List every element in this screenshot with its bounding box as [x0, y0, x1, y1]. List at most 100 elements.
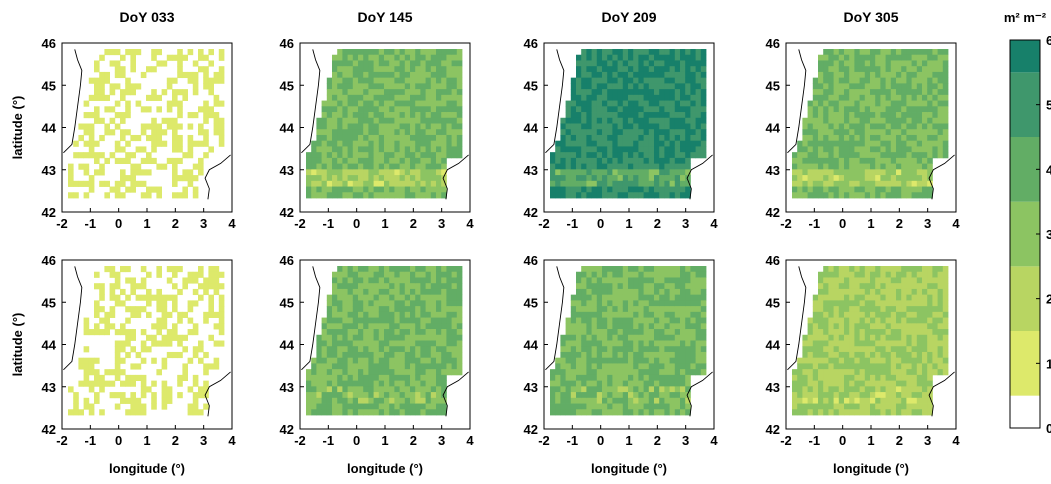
raster-cell [896, 375, 902, 381]
raster-cell [802, 398, 808, 404]
raster-cell [638, 187, 644, 193]
raster-cell [374, 169, 380, 175]
raster-cell [818, 89, 824, 95]
raster-cell [353, 72, 359, 78]
raster-cell [690, 124, 696, 130]
raster-cell [917, 306, 923, 312]
raster-cell [870, 409, 876, 415]
raster-cell [886, 89, 892, 95]
raster-cell [368, 89, 374, 95]
raster-cell [828, 363, 834, 369]
raster-cell [880, 141, 886, 147]
raster-cell [917, 352, 923, 358]
raster-cell [638, 129, 644, 135]
raster-cell [680, 318, 686, 324]
raster-cell [94, 141, 100, 147]
raster-cell [586, 409, 592, 415]
raster-cell [379, 392, 385, 398]
raster-cell [368, 141, 374, 147]
raster-cell [906, 164, 912, 170]
raster-cell [332, 164, 338, 170]
raster-cell [363, 335, 369, 341]
raster-cell [363, 158, 369, 164]
raster-cell [592, 369, 598, 375]
raster-cell [701, 95, 707, 101]
raster-cell [141, 306, 147, 312]
raster-cell [638, 158, 644, 164]
raster-cell [602, 404, 608, 410]
raster-cell [659, 363, 665, 369]
raster-cell [436, 89, 442, 95]
raster-cell [649, 312, 655, 318]
raster-cell [927, 49, 933, 55]
raster-cell [849, 124, 855, 130]
raster-cell [389, 89, 395, 95]
raster-cell [436, 118, 442, 124]
raster-cell [431, 375, 437, 381]
raster-cell [104, 124, 110, 130]
raster-cell [664, 78, 670, 84]
raster-cell [917, 60, 923, 66]
raster-cell [875, 335, 881, 341]
raster-cell [332, 404, 338, 410]
raster-cell [818, 375, 824, 381]
raster-cell [597, 55, 603, 61]
raster-cell [394, 152, 400, 158]
raster-cell [441, 164, 447, 170]
raster-cell [316, 181, 322, 187]
raster-cell [834, 118, 840, 124]
raster-cell [860, 295, 866, 301]
raster-cell [188, 386, 194, 392]
raster-cell [379, 306, 385, 312]
raster-cell [891, 164, 897, 170]
raster-cell [844, 306, 850, 312]
raster-cell [167, 392, 173, 398]
raster-cell [917, 266, 923, 272]
raster-cell [659, 187, 665, 193]
raster-cell [389, 283, 395, 289]
raster-cell [177, 158, 183, 164]
raster-cell [363, 363, 369, 369]
raster-cell [696, 300, 702, 306]
raster-cell [452, 106, 458, 112]
raster-cell [690, 358, 696, 364]
raster-cell [628, 187, 634, 193]
raster-cell [917, 118, 923, 124]
raster-cell [865, 272, 871, 278]
raster-cell [680, 181, 686, 187]
raster-cell [675, 112, 681, 118]
raster-cell [327, 375, 333, 381]
raster-cell [89, 369, 95, 375]
raster-cell [571, 124, 577, 130]
raster-cell [854, 306, 860, 312]
raster-cell [332, 306, 338, 312]
raster-cell [94, 118, 100, 124]
raster-cell [426, 352, 432, 358]
raster-cell [581, 358, 587, 364]
raster-cell [932, 312, 938, 318]
raster-cell [901, 266, 907, 272]
raster-cell [400, 335, 406, 341]
raster-cell [675, 375, 681, 381]
raster-cell [441, 141, 447, 147]
raster-cell [550, 158, 556, 164]
raster-cell [394, 295, 400, 301]
raster-cell [839, 341, 845, 347]
raster-cell [332, 392, 338, 398]
raster-cell [436, 318, 442, 324]
raster-cell [938, 106, 944, 112]
raster-cell [358, 129, 364, 135]
raster-cell [664, 335, 670, 341]
raster-cell [172, 181, 178, 187]
raster-cell [592, 312, 598, 318]
raster-cell [849, 323, 855, 329]
raster-cell [618, 72, 624, 78]
raster-cell [446, 118, 452, 124]
raster-cell [452, 312, 458, 318]
raster-cell [348, 409, 354, 415]
raster-cell [586, 346, 592, 352]
raster-cell [214, 101, 220, 107]
x-axis-label: longitude (°) [109, 461, 185, 476]
raster-cell [576, 175, 582, 181]
raster-cell [560, 381, 566, 387]
